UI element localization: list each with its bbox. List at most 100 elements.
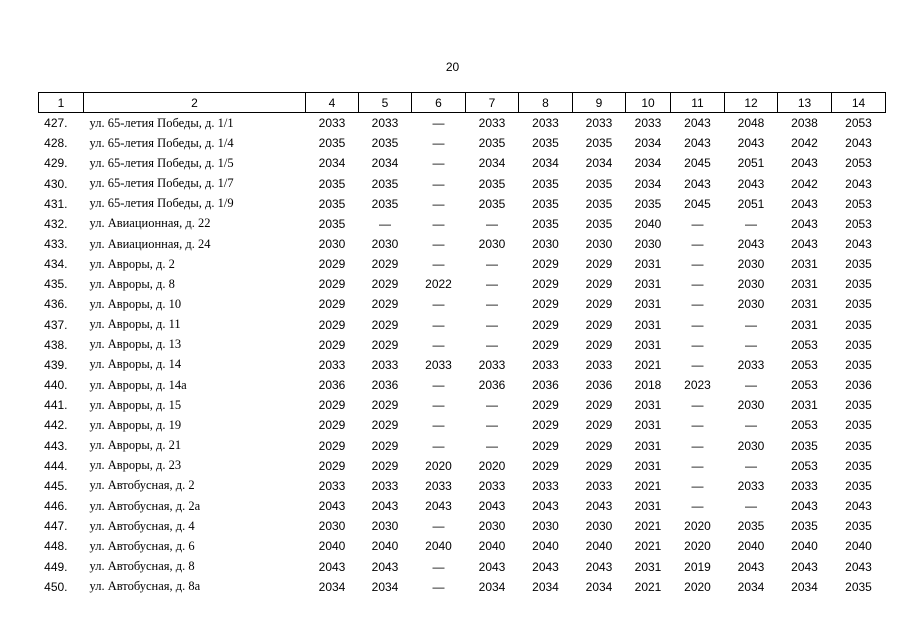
year-cell: 2034: [371, 156, 399, 171]
year-cell: 2043: [737, 176, 765, 191]
year-cell: 2033: [371, 478, 399, 493]
year-cell: 2035: [478, 176, 506, 191]
year-cell: 2035: [585, 216, 613, 231]
table-row: 450. ул. Автобусная, д. 8а 2034 2034 — 2034 20…: [39, 577, 886, 597]
year-cell: 2043: [845, 176, 872, 191]
header-cell: 12: [724, 92, 778, 113]
year-cell: —: [432, 438, 445, 453]
year-cell: 2021: [634, 478, 662, 493]
year-cell: —: [432, 398, 445, 413]
year-cell: 2036: [478, 378, 506, 393]
year-cell: 2033: [585, 357, 613, 372]
row-number: 439.: [44, 357, 68, 372]
header-cell: 9: [572, 92, 626, 113]
row-number: 427.: [44, 116, 68, 131]
row-number: 442.: [44, 418, 68, 433]
year-cell: 2029: [585, 337, 613, 352]
year-cell: —: [486, 438, 498, 453]
address: ул. 65-летия Победы, д. 1/9: [89, 196, 234, 211]
year-cell: 2031: [791, 317, 818, 332]
year-cell: 2029: [585, 297, 613, 312]
year-cell: 2051: [737, 196, 765, 211]
address: ул. 65-летия Победы, д. 1/5: [89, 155, 234, 170]
year-cell: 2031: [791, 277, 818, 292]
row-number: 447.: [44, 519, 68, 534]
year-cell: 2022: [425, 277, 452, 292]
year-cell: 2029: [532, 277, 559, 292]
year-cell: —: [745, 317, 757, 332]
year-cell: 2035: [845, 418, 872, 433]
year-cell: 2029: [585, 257, 613, 272]
year-cell: —: [432, 196, 445, 211]
table-row: 430. ул. 65-летия Победы, д. 1/7 2035 2035 —…: [39, 173, 886, 193]
year-cell: 2029: [371, 317, 399, 332]
year-cell: 2029: [371, 438, 399, 453]
table-row: 431. ул. 65-летия Победы, д. 1/9 2035 2035 —…: [39, 194, 886, 214]
table-row: 448. ул. Автобусная, д. 6 2040 2040 2040 2040…: [39, 536, 886, 556]
year-cell: 2029: [585, 277, 613, 292]
address: ул. Авроры, д. 23: [89, 458, 182, 473]
address: ул. Автобусная, д. 8: [89, 559, 195, 574]
table-row: 437. ул. Авроры, д. 11 2029 2029 — — 2029 2029 2…: [39, 315, 886, 335]
year-cell: 2035: [478, 136, 506, 151]
year-cell: 2033: [791, 478, 818, 493]
year-cell: —: [691, 216, 704, 231]
address: ул. Авроры, д. 13: [89, 337, 182, 352]
year-cell: 2040: [318, 539, 346, 554]
year-cell: 2035: [371, 176, 399, 191]
year-cell: 2035: [478, 196, 506, 211]
year-cell: 2030: [634, 237, 662, 252]
year-cell: —: [745, 337, 757, 352]
year-cell: 2033: [425, 357, 452, 372]
header-cell: 2: [83, 92, 306, 113]
year-cell: —: [486, 337, 498, 352]
year-cell: —: [691, 398, 704, 413]
year-cell: 2043: [684, 116, 711, 131]
year-cell: 2029: [371, 398, 399, 413]
year-cell: —: [691, 458, 704, 473]
year-cell: —: [691, 277, 704, 292]
address: ул. Авроры, д. 21: [89, 438, 182, 453]
row-number: 433.: [44, 237, 68, 252]
row-number: 444.: [44, 458, 68, 473]
year-cell: 2034: [478, 156, 506, 171]
year-cell: 2031: [634, 337, 662, 352]
year-cell: —: [432, 116, 445, 131]
address: ул. Автобусная, д. 2а: [89, 498, 201, 513]
year-cell: 2033: [634, 116, 662, 131]
year-cell: —: [432, 237, 445, 252]
year-cell: —: [432, 418, 445, 433]
year-cell: 2031: [634, 499, 662, 514]
year-cell: 2035: [737, 519, 765, 534]
table-row: 435. ул. Авроры, д. 8 2029 2029 2022 — 2029 202…: [39, 274, 886, 294]
year-cell: 2043: [737, 136, 765, 151]
year-cell: 2029: [585, 317, 613, 332]
year-cell: 2035: [845, 458, 872, 473]
address: ул. 65-летия Победы, д. 1/4: [89, 135, 234, 150]
year-cell: 2048: [737, 116, 765, 131]
year-cell: —: [745, 458, 757, 473]
year-cell: 2031: [634, 398, 662, 413]
year-cell: —: [432, 519, 445, 534]
year-cell: —: [745, 378, 757, 393]
year-cell: 2020: [425, 458, 452, 473]
header-cell: 14: [831, 92, 886, 113]
header-cell: 1: [38, 92, 84, 113]
year-cell: 2029: [371, 337, 399, 352]
year-cell: 2031: [791, 398, 818, 413]
year-cell: —: [486, 418, 498, 433]
year-cell: 2040: [532, 539, 559, 554]
year-cell: 2043: [684, 176, 711, 191]
address: ул. Автобусная, д. 6: [89, 538, 195, 553]
year-cell: 2030: [532, 519, 559, 534]
year-cell: 2034: [532, 156, 559, 171]
address: ул. Авроры, д. 19: [89, 417, 182, 432]
year-cell: 2033: [478, 357, 506, 372]
header-cell: 5: [358, 92, 412, 113]
year-cell: 2051: [737, 156, 765, 171]
header-cell: 4: [305, 92, 359, 113]
year-cell: —: [432, 136, 445, 151]
header-cell: 6: [411, 92, 466, 113]
year-cell: —: [691, 257, 704, 272]
